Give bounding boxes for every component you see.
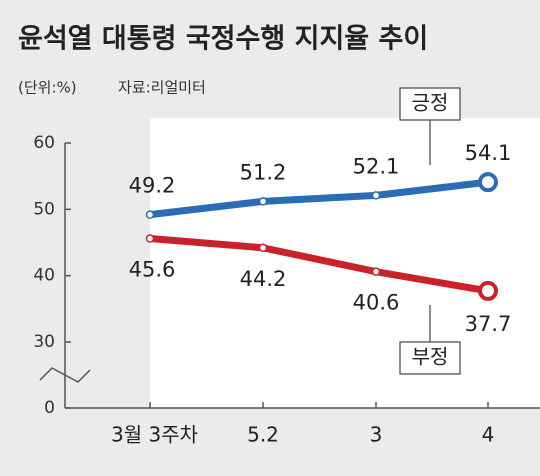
point [258,197,268,206]
series-line [146,178,492,219]
point [145,210,155,219]
data-label: 51.2 [240,160,287,184]
data-label: 40.6 [353,291,400,315]
point [145,234,155,243]
x-tick-label: 5.2 [247,423,279,447]
data-label: 44.2 [240,267,287,291]
point [478,172,498,193]
y-tick-label: 50 [33,199,55,219]
y-tick-label: 30 [33,332,55,352]
y-tick-label: 0 [44,398,55,418]
data-label: 54.1 [465,141,512,165]
y-tick-label: 60 [33,133,55,153]
x-tick-label: 3월 3주차 [111,423,198,447]
legend-box [399,341,461,375]
unit: (단위:%) [18,79,77,97]
series-line [146,235,492,295]
y-tick-label: 40 [33,266,55,286]
chart-title: 윤석열 대통령 국정수행 지지율 추이 [18,24,428,55]
x-tick-label: 4 [482,423,495,447]
legend-label: 부정 [412,345,449,369]
axis-break [39,367,91,383]
data-label: 52.1 [353,154,400,178]
data-label: 49.2 [129,174,176,198]
source: 자료:리얼미터 [118,79,206,97]
legend-box [399,87,461,121]
point [371,267,381,276]
data-label: 37.7 [465,312,512,336]
point [371,191,381,200]
data-label: 45.6 [129,258,176,282]
legend-label: 긍정 [412,91,449,115]
point [478,280,498,301]
point [258,243,268,253]
x-tick-label: 3 [370,423,383,447]
